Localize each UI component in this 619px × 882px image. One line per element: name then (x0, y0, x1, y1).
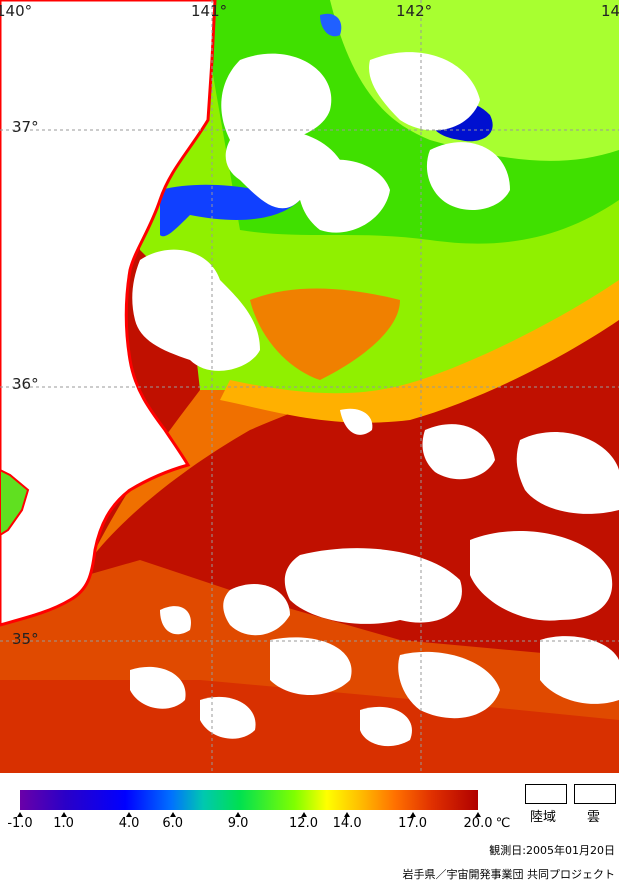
colorbar-tick-label: 9.0 (227, 816, 249, 831)
cloud-s4 (284, 548, 462, 624)
land-honshu (0, 0, 217, 627)
colorbar-tick-label: 17.0 (398, 816, 428, 831)
cloud-north-1 (221, 53, 332, 144)
sea-blue-patch3 (320, 13, 342, 37)
colorbar-tick-label: 14.0 (332, 816, 362, 831)
lon-label-143: 14 (601, 2, 619, 20)
lake-kasumigaura (0, 468, 30, 537)
colorbar-tick-label: 4.0 (118, 816, 140, 831)
cloud-north-5 (426, 142, 510, 210)
lat-label-37: 37° (12, 118, 39, 136)
cloud-coast-mid (132, 249, 260, 371)
cloud-s2 (422, 424, 495, 480)
cloud-s7 (160, 606, 191, 635)
colorbar-tick-label: -1.0 (7, 816, 33, 831)
cloud-s5 (470, 531, 613, 621)
colorbar-tick (300, 812, 307, 817)
colorbar-tick (344, 812, 351, 817)
sst-map (0, 0, 619, 773)
cloud-north-4 (298, 159, 390, 233)
colorbar-tick-label: 20.0 (463, 816, 493, 831)
colorbar-tick (60, 812, 67, 817)
land-legend-box (525, 784, 567, 804)
colorbar-tick (475, 812, 481, 817)
lat-label-36: 36° (12, 375, 39, 393)
cloud-s11 (540, 636, 619, 704)
lat-label-35: 35° (12, 630, 39, 648)
cloud-s9 (270, 637, 352, 695)
graticule (0, 0, 619, 773)
lon-label-142: 142° (396, 2, 433, 20)
land-legend-label: 陸域 (530, 810, 557, 825)
sea-orange-eddy (250, 288, 400, 380)
cloud-s12 (200, 696, 256, 739)
colorbar-tick (169, 812, 176, 817)
colorbar-tick (126, 812, 133, 817)
colorbar-unit: ℃ (495, 816, 511, 831)
cloud-s8 (130, 666, 186, 709)
cloud-s3 (516, 431, 619, 514)
observation-date: 観測日:2005年01月20日 (489, 844, 615, 857)
colorbar-tick (17, 812, 23, 817)
lon-label-140: 140° (0, 2, 33, 20)
cloud-north-2 (369, 52, 480, 131)
colorbar-tick (235, 812, 242, 817)
sea-yellow-front (220, 280, 619, 423)
cloud-legend-label: 雲 (587, 810, 601, 825)
colorbar-tick (409, 812, 416, 817)
temperature-colorbar (20, 790, 478, 810)
cloud-s1 (340, 408, 373, 435)
colorbar-tick-label: 12.0 (289, 816, 318, 831)
colorbar-tick-label: 1.0 (53, 816, 74, 831)
cloud-s13 (360, 706, 412, 747)
cloud-s10 (398, 651, 500, 719)
project-credit: 岩手県／宇宙開発事業団 共同プロジェクト (402, 868, 616, 881)
colorbar-tick-label: 6.0 (162, 816, 183, 831)
cloud-s6 (223, 584, 290, 636)
cloud-legend-box (574, 784, 616, 804)
lon-label-141: 141° (191, 2, 228, 20)
